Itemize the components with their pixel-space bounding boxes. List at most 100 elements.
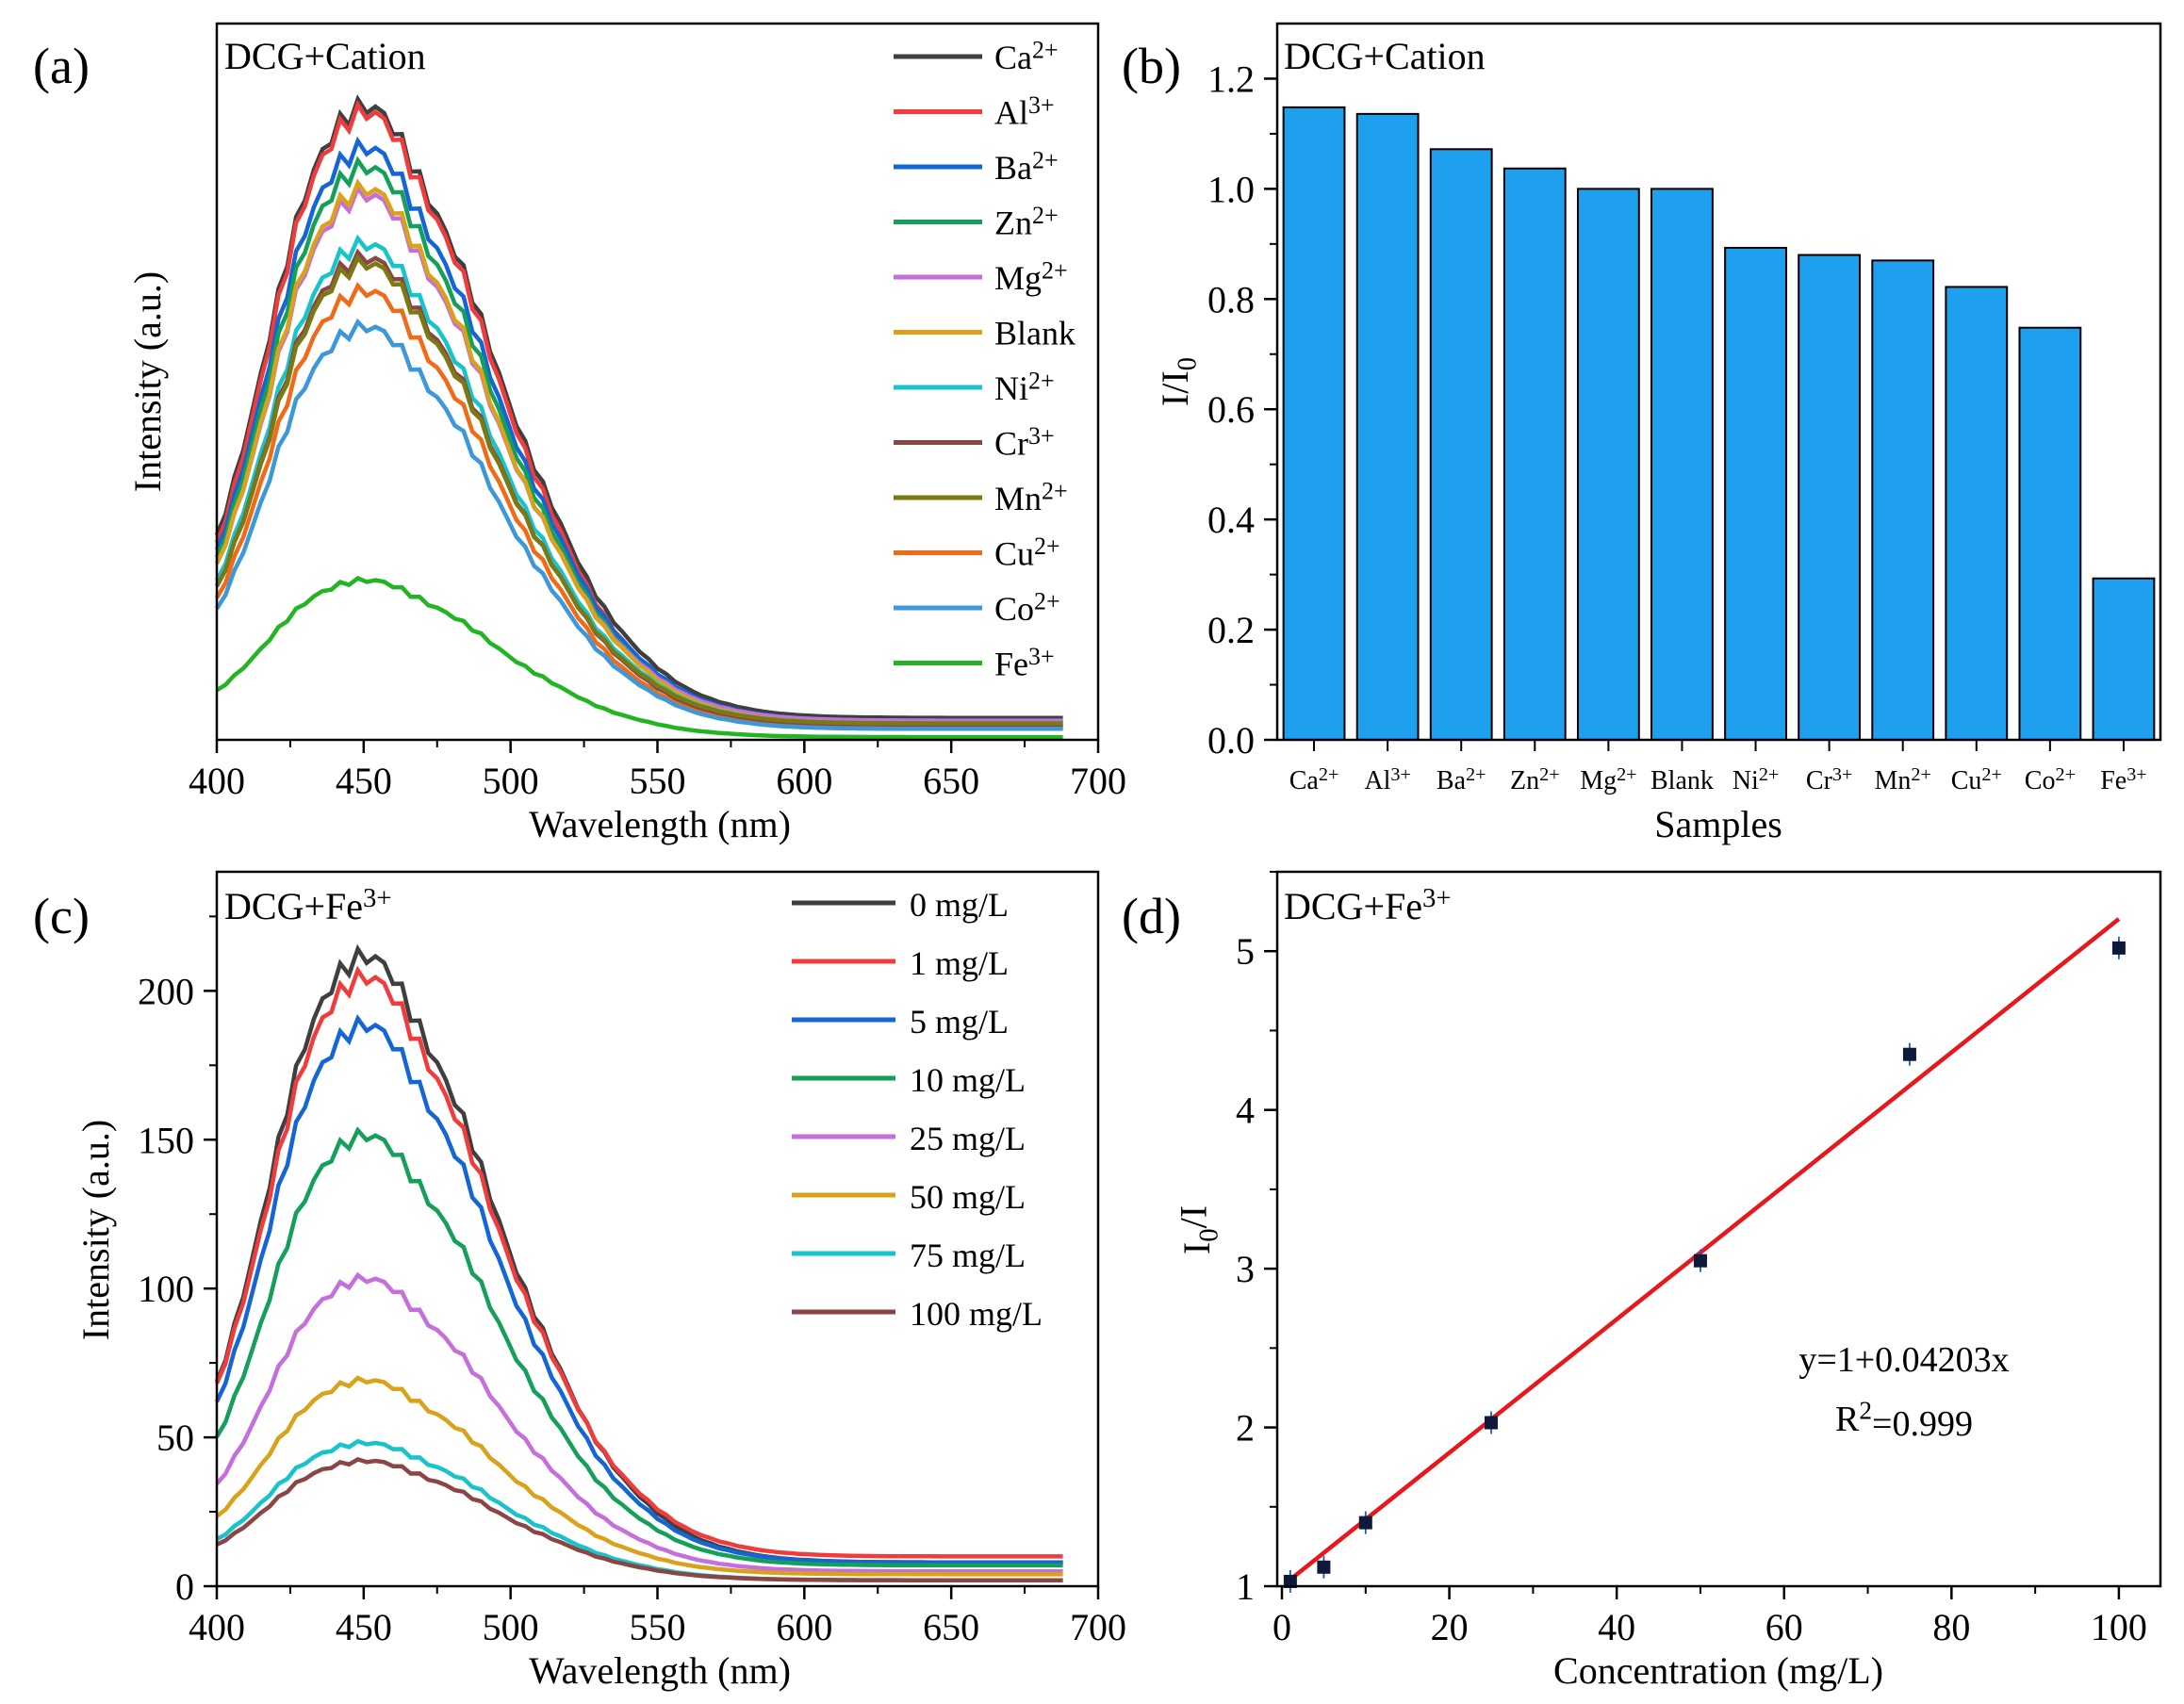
legend-label: 1 mg/L: [910, 944, 1009, 982]
x-tick-label: Mg2+: [1580, 764, 1636, 795]
legend-label-part: Co: [994, 590, 1034, 628]
data-point: [1317, 1560, 1331, 1574]
legend-label: 25 mg/L: [910, 1120, 1026, 1157]
bar-cr: [1798, 254, 1862, 741]
x-tick-label-part: 2+: [1759, 764, 1779, 785]
legend-label: Ca2+: [994, 36, 1059, 76]
x-tick-label-part: Cr: [1806, 766, 1833, 795]
spectrum-line-mn: [215, 254, 1063, 726]
x-tick-label-part: Ba: [1437, 766, 1467, 795]
panel-tag-part: 3+: [363, 883, 392, 913]
legend-label-part: Al: [994, 94, 1028, 132]
bar-co: [2018, 326, 2082, 741]
x-tick-label: 550: [630, 760, 686, 802]
fit-equation: y=1+0.04203x: [1798, 1340, 2009, 1380]
x-tick-label: 40: [1598, 1606, 1635, 1648]
legend-label-part: 2+: [1032, 146, 1059, 173]
plot-frame: [1275, 22, 2162, 742]
y-tick-label: 0: [175, 1565, 194, 1608]
x-axis-title: Samples: [1654, 803, 1782, 845]
y-tick-label: 0.4: [1207, 499, 1255, 541]
bar-al: [1355, 112, 1420, 741]
legend-label: Ni2+: [994, 367, 1055, 407]
legend-label-part: 2+: [1034, 587, 1060, 614]
panel-tag-part: DCG+Fe: [224, 885, 363, 927]
fit-line: [1289, 917, 2121, 1581]
legend-label-part: 2+: [1034, 532, 1060, 560]
legend-label: 10 mg/L: [910, 1061, 1026, 1099]
legend-label: Mn2+: [994, 477, 1068, 517]
spectrum-line-ca: [214, 93, 1063, 720]
x-tick-label-part: Mn: [1875, 766, 1912, 795]
panel-tag: DCG+Fe3+: [224, 883, 392, 927]
data-point: [1358, 1516, 1372, 1530]
x-tick-label-part: Ni: [1732, 766, 1759, 795]
y-axis-title-part: I: [1175, 1242, 1218, 1254]
x-tick-label-part: 2+: [1617, 764, 1636, 785]
y-axis-title-part: 0: [1173, 357, 1203, 370]
legend-label: 5 mg/L: [910, 1003, 1009, 1040]
x-tick-label-part: 2+: [1319, 764, 1338, 785]
x-tick-label: 450: [336, 1606, 392, 1648]
panel-b: Ca2+ Al3+ Ba2+ Zn2+ Mg2+ Blank Ni2+ Cr3+ Mn2+ Cu2…: [1122, 22, 2162, 845]
legend-label-part: Ca: [994, 39, 1032, 76]
bar-zn: [1503, 167, 1567, 741]
y-axis-title: Intensity (a.u.): [74, 1120, 117, 1340]
x-tick-label: Cr3+: [1806, 764, 1852, 795]
x-tick-label: Blank: [1650, 766, 1714, 795]
data-point: [1902, 1047, 1916, 1061]
legend-label-part: Ba: [994, 149, 1032, 187]
legend-label-part: 2+: [1042, 256, 1068, 284]
x-tick-label-part: 3+: [2127, 764, 2146, 785]
spectrum-line-co: [215, 318, 1063, 731]
bar-mg: [1576, 188, 1640, 741]
x-tick-label: 500: [483, 1606, 539, 1648]
legend-label-part: Zn: [994, 205, 1032, 242]
y-tick-label: 0.2: [1207, 609, 1255, 651]
y-axis-title-part: I/I: [1154, 370, 1196, 406]
x-tick-label-part: Mg: [1580, 766, 1617, 795]
x-tick-label-part: 2+: [1539, 764, 1559, 785]
x-tick-label-part: Fe: [2100, 766, 2127, 795]
plot-frame: [1275, 870, 2162, 1588]
legend-label: Fe3+: [994, 643, 1055, 683]
legend-label-part: Cr: [994, 425, 1028, 463]
legend-label-part: 3+: [1028, 643, 1055, 670]
panel-label: (b): [1122, 38, 1181, 94]
spectrum-line: [216, 1456, 1063, 1582]
legend-label-part: Cu: [994, 535, 1034, 573]
legend-label-part: Mg: [994, 259, 1042, 297]
x-tick-label: Mn2+: [1875, 764, 1931, 795]
y-tick-label: 3: [1236, 1248, 1255, 1290]
y-axis-title-part: /I: [1173, 1205, 1215, 1228]
x-tick-label: Zn2+: [1510, 764, 1560, 795]
bar-ca: [1282, 106, 1346, 742]
legend-label: Zn2+: [994, 202, 1059, 242]
x-axis-title: Concentration (mg/L): [1553, 1649, 1883, 1692]
x-tick-label: 80: [1932, 1606, 1970, 1648]
panel-label: (c): [33, 888, 90, 944]
x-tick-label: Ni2+: [1732, 764, 1779, 795]
spectrum-line-blank: [214, 178, 1063, 726]
y-axis-title: Intensity (a.u.): [126, 271, 169, 492]
x-axis-title: Wavelength (nm): [529, 803, 791, 845]
x-tick-label: Cu2+: [1951, 764, 2002, 795]
x-axis-title: Wavelength (nm): [529, 1649, 791, 1692]
y-tick-label: 50: [156, 1417, 194, 1459]
x-tick-label-part: 2+: [2055, 764, 2075, 785]
legend-label-part: Mn: [994, 480, 1042, 517]
y-tick-label: 100: [138, 1268, 194, 1310]
x-tick-label-part: 2+: [1911, 764, 1930, 785]
bar-cu: [1945, 286, 2009, 741]
r-squared-label-part: 2: [1859, 1397, 1872, 1425]
x-tick-label: 20: [1431, 1606, 1469, 1648]
x-tick-label: 450: [336, 760, 392, 802]
x-tick-label: 700: [1070, 1606, 1126, 1648]
x-tick-label-part: Al: [1364, 766, 1390, 795]
x-tick-label: Fe3+: [2100, 764, 2146, 795]
x-tick-label: 0: [1273, 1606, 1291, 1648]
panel-a: 400 450 500 550 600 650 700 (a) DCG+Cation Wavele…: [33, 22, 1126, 845]
spectrum-line: [214, 965, 1063, 1559]
